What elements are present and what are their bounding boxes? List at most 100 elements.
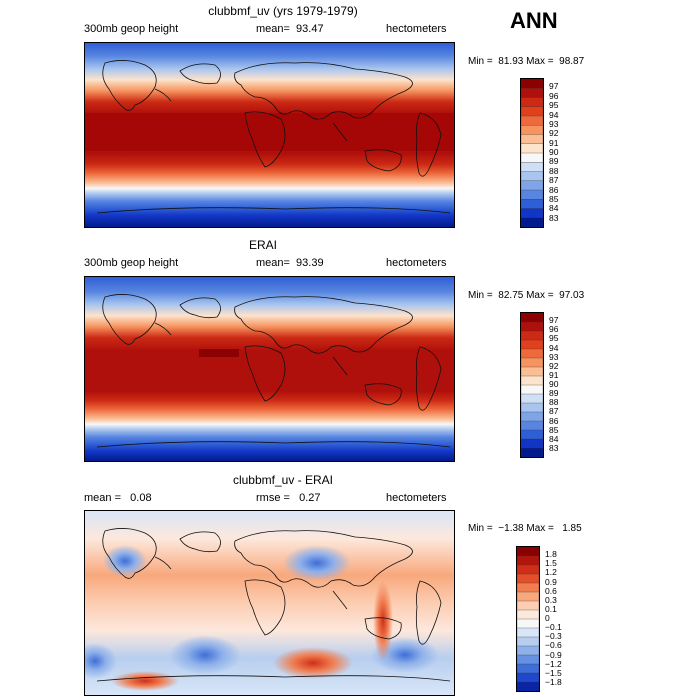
colorbar-swatch	[520, 429, 544, 440]
colorbar-tick-label: 0.9	[545, 576, 557, 587]
colorbar-swatch	[520, 199, 544, 209]
panel3-mean: mean = 0.08	[84, 492, 152, 504]
colorbar-tick-label: 89	[549, 388, 559, 399]
panel3-colorbar-svg	[516, 546, 540, 692]
colorbar-tick-label: 88	[549, 165, 559, 176]
colorbar-tick-label: −1.8	[545, 676, 562, 687]
panel3-colorbar	[516, 546, 540, 692]
colorbar-swatch	[520, 180, 544, 191]
panel3-anomaly-neg-2	[169, 635, 241, 675]
colorbar-swatch	[520, 321, 544, 332]
colorbar-tick-label: 1.2	[545, 567, 557, 578]
colorbar-tick-label: 83	[549, 442, 559, 453]
panel2-map	[84, 276, 455, 462]
panel3-anomaly-pos-3	[111, 671, 179, 691]
colorbar-swatch	[520, 312, 544, 323]
colorbar-tick-label: 90	[549, 379, 559, 389]
colorbar-swatch	[520, 420, 544, 431]
colorbar-swatch	[520, 393, 544, 404]
panel2-coastlines	[96, 294, 451, 448]
panel1-colorbar	[520, 78, 544, 228]
panel2-map-svg	[85, 277, 454, 461]
colorbar-swatch	[520, 152, 544, 163]
colorbar-tick-label: 85	[549, 193, 559, 204]
colorbar-swatch	[516, 645, 540, 656]
colorbar-swatch	[520, 134, 544, 145]
colorbar-tick-label: 84	[549, 203, 559, 214]
panel2-field	[85, 277, 454, 461]
colorbar-swatch	[520, 88, 544, 98]
colorbar-tick-label: 0	[545, 613, 550, 623]
colorbar-tick-label: 97	[549, 81, 559, 92]
colorbar-swatch	[520, 97, 544, 108]
panel1-minmax: Min = 81.93 Max = 98.87	[468, 56, 585, 67]
colorbar-tick-label: 84	[549, 433, 559, 444]
panel1-units: hectometers	[386, 23, 447, 35]
colorbar-swatch	[520, 208, 544, 219]
colorbar-tick-label: 87	[549, 175, 559, 186]
colorbar-tick-label: 87	[549, 406, 559, 417]
colorbar-tick-label: 90	[549, 147, 559, 157]
colorbar-tick-label: 93	[549, 351, 559, 362]
panel2-mean: mean= 93.39	[256, 257, 324, 269]
panel3-units: hectometers	[386, 492, 447, 504]
panel3-title: clubbmf_uv - ERAI	[232, 473, 334, 487]
panel3-rmse: rmse = 0.27	[256, 492, 321, 504]
colorbar-tick-label: 94	[549, 342, 559, 353]
colorbar-swatch	[520, 402, 544, 413]
colorbar-swatch	[520, 375, 544, 386]
panel3-anomaly-neg-1	[283, 545, 351, 581]
panel3-map	[84, 510, 455, 696]
panel2-colorbar	[520, 312, 544, 458]
colorbar-swatch	[520, 217, 544, 228]
panel3-map-svg	[85, 511, 454, 695]
panel2-minmax: Min = 82.75 Max = 97.03	[468, 290, 585, 301]
colorbar-tick-label: −0.6	[545, 640, 562, 651]
colorbar-tick-label: 95	[549, 100, 559, 111]
colorbar-tick-label: 94	[549, 109, 559, 120]
panel2-left-label: 300mb geop height	[84, 257, 179, 269]
colorbar-tick-label: 0.6	[545, 585, 557, 596]
panel3-anomaly-pos-2	[273, 647, 353, 679]
season-label: ANN	[510, 8, 558, 33]
panel2-title: ERAI	[248, 238, 277, 252]
panel3-coastlines	[96, 528, 451, 682]
colorbar-swatch	[520, 339, 544, 350]
colorbar-swatch	[520, 171, 544, 182]
colorbar-swatch	[516, 663, 540, 674]
panel3-minmax: Min = −1.38 Max = 1.85	[468, 523, 582, 534]
colorbar-swatch	[516, 609, 540, 620]
panel3-anomaly-neg-5	[103, 545, 147, 577]
colorbar-tick-label: 85	[549, 424, 559, 435]
panel2-warm-pool	[199, 349, 239, 357]
colorbar-swatch	[520, 125, 544, 135]
colorbar-tick-label: −0.1	[545, 622, 562, 633]
colorbar-tick-label: 89	[549, 156, 559, 167]
colorbar-swatch	[520, 189, 544, 200]
colorbar-tick-label: −1.5	[545, 667, 562, 678]
colorbar-tick-label: −1.2	[545, 658, 562, 669]
colorbar-swatch	[516, 546, 540, 557]
colorbar-swatch	[520, 348, 544, 359]
panel1-title: clubbmf_uv (yrs 1979-1979)	[208, 4, 358, 18]
colorbar-tick-label: 1.5	[545, 558, 557, 569]
colorbar-swatch	[516, 582, 540, 593]
colorbar-swatch	[516, 600, 540, 611]
colorbar-swatch	[516, 681, 540, 692]
colorbar-swatch	[520, 162, 544, 172]
colorbar-swatch	[520, 366, 544, 377]
colorbar-tick-label: −0.3	[545, 631, 562, 642]
colorbar-swatch	[516, 636, 540, 647]
panel2-colorbar-labels: 97 96 95 94 93 92 91 90 89 88 87 86 85 84 83	[549, 312, 579, 458]
colorbar-swatch	[520, 115, 544, 126]
colorbar-tick-label: 91	[549, 369, 559, 380]
colorbar-tick-label: 88	[549, 397, 559, 408]
colorbar-swatch	[520, 411, 544, 422]
colorbar-tick-label: 96	[549, 324, 559, 335]
colorbar-swatch	[520, 143, 544, 154]
colorbar-tick-label: 0.3	[545, 594, 557, 605]
panel1-mean: mean= 93.47	[256, 23, 324, 35]
colorbar-swatch	[520, 447, 544, 458]
panel1-coastlines	[96, 60, 451, 214]
colorbar-tick-label: 93	[549, 118, 559, 129]
